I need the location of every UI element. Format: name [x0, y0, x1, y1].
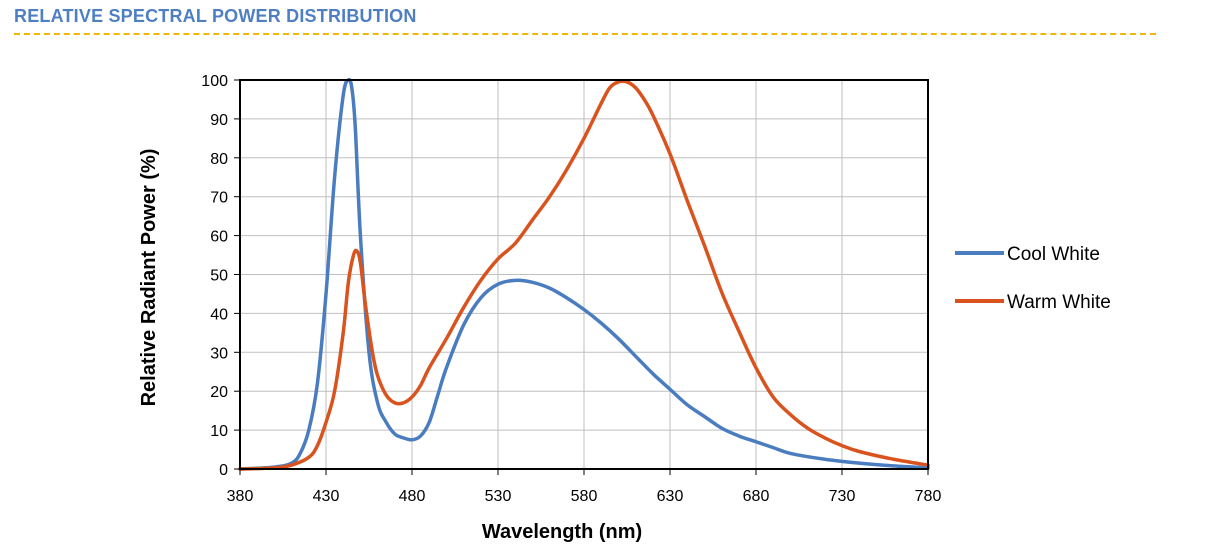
y-tick-label: 20 [210, 384, 228, 401]
legend-label-cool-white: Cool White [1007, 244, 1100, 265]
series-lines [238, 77, 930, 471]
legend: Cool White Warm White [955, 244, 1111, 313]
y-axis-title: Relative Radiant Power (%) [138, 149, 160, 407]
x-tick-label: 730 [829, 488, 856, 505]
y-tick-label: 70 [210, 190, 228, 207]
y-tick-label: 40 [210, 306, 228, 323]
y-tick-label: 100 [201, 73, 228, 90]
series-line-warm-white [238, 79, 930, 471]
y-tick-label: 60 [210, 229, 228, 246]
y-tick-label: 10 [210, 423, 228, 440]
axis-ticks: 0 10 20 30 40 50 60 70 80 90 100 380 430 480 530 580 630… [201, 73, 941, 505]
y-tick-label: 50 [210, 268, 228, 285]
x-tick-label: 530 [485, 488, 512, 505]
x-tick-label: 780 [915, 488, 942, 505]
y-tick-label: 30 [210, 345, 228, 362]
page-title: RELATIVE SPECTRAL POWER DISTRIBUTION [14, 6, 417, 26]
title-divider [14, 33, 1156, 35]
series-line-cool-white [238, 77, 930, 471]
y-tick-label: 90 [210, 112, 228, 129]
x-tick-label: 630 [657, 488, 684, 505]
x-tick-label: 430 [313, 488, 340, 505]
x-tick-label: 380 [227, 488, 254, 505]
y-tick-label: 80 [210, 151, 228, 168]
x-tick-label: 480 [399, 488, 426, 505]
x-tick-label: 580 [571, 488, 598, 505]
x-axis-title: Wavelength (nm) [482, 521, 642, 543]
legend-label-warm-white: Warm White [1007, 292, 1111, 313]
x-tick-label: 680 [743, 488, 770, 505]
y-tick-label: 0 [219, 462, 228, 479]
